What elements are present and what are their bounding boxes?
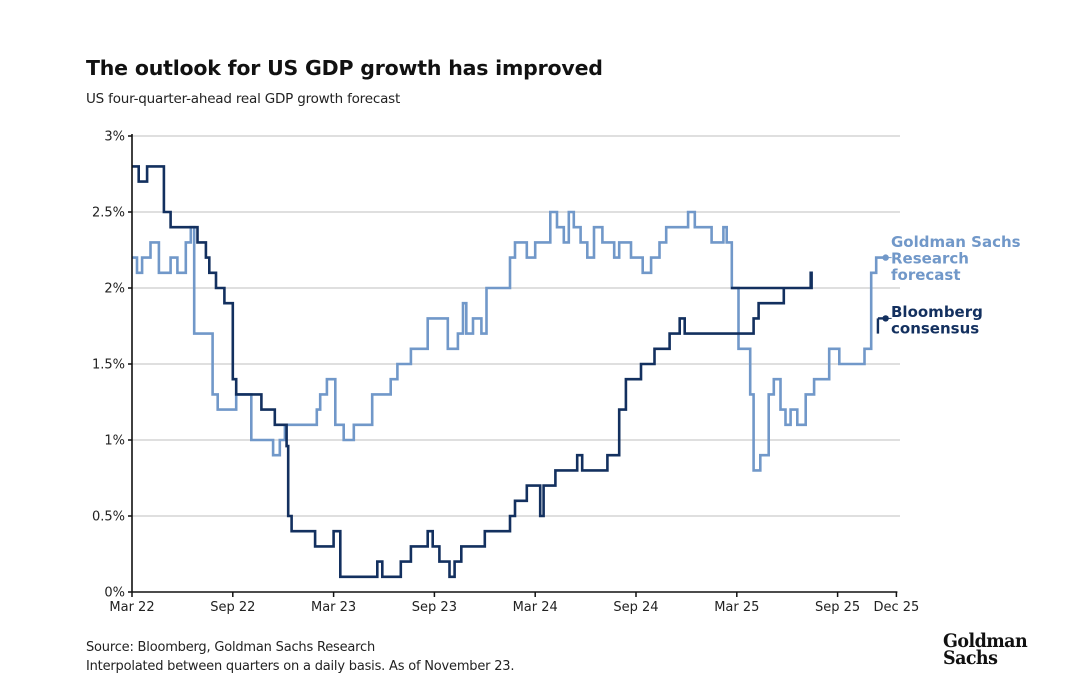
series-label-bloomberg: Bloomberg [891,303,983,321]
x-tick-label: Mar 23 [311,600,356,615]
series-label-goldman-sachs: forecast [891,266,961,284]
chart-subtitle: US four-quarter-ahead real GDP growth fo… [86,91,401,107]
y-tick-label: 3% [104,130,125,145]
x-tick-label: Sep 23 [412,600,457,615]
y-tick-label: 2% [104,282,125,297]
x-tick-label: Mar 25 [714,600,759,615]
chart-title: The outlook for US GDP growth has improv… [86,56,603,80]
y-tick-label: 1% [104,434,125,449]
footer: Source: Bloomberg, Goldman Sachs Researc… [86,638,515,676]
series-layer [132,165,885,579]
x-tick-label: Mar 24 [513,600,558,615]
logo-line-2: Sachs [943,647,998,669]
x-tick-label: Mar 22 [109,600,154,615]
series-line-goldman-sachs [132,210,885,472]
interpolation-note: Interpolated between quarters on a daily… [86,659,515,674]
y-tick-label: 0% [104,586,125,601]
goldman-sachs-logo: Goldman Sachs [943,630,1028,669]
y-tick-label: 2.5% [92,206,125,221]
y-tick-label: 0.5% [92,510,125,525]
x-tick-label: Sep 25 [815,600,860,615]
x-tick-label: Sep 24 [613,600,658,615]
x-tick-label: Dec 25 [873,600,919,615]
series-label-bloomberg: consensus [891,320,979,338]
gridlines [132,135,900,517]
series-line-bloomberg [132,165,813,579]
axes: 0% 0.5% 1% 1.5% 2% 2.5% 3% Mar 22 Sep 22 Mar 23 Se… [92,130,919,616]
series-label-goldman-sachs: Goldman Sachs [891,233,1021,251]
series-label-goldman-sachs: Research [891,250,969,268]
y-tick-label: 1.5% [92,358,125,373]
x-tick-label: Sep 22 [210,600,255,615]
logo-line-1: Goldman [943,630,1028,652]
source-note: Source: Bloomberg, Goldman Sachs Researc… [86,640,375,655]
